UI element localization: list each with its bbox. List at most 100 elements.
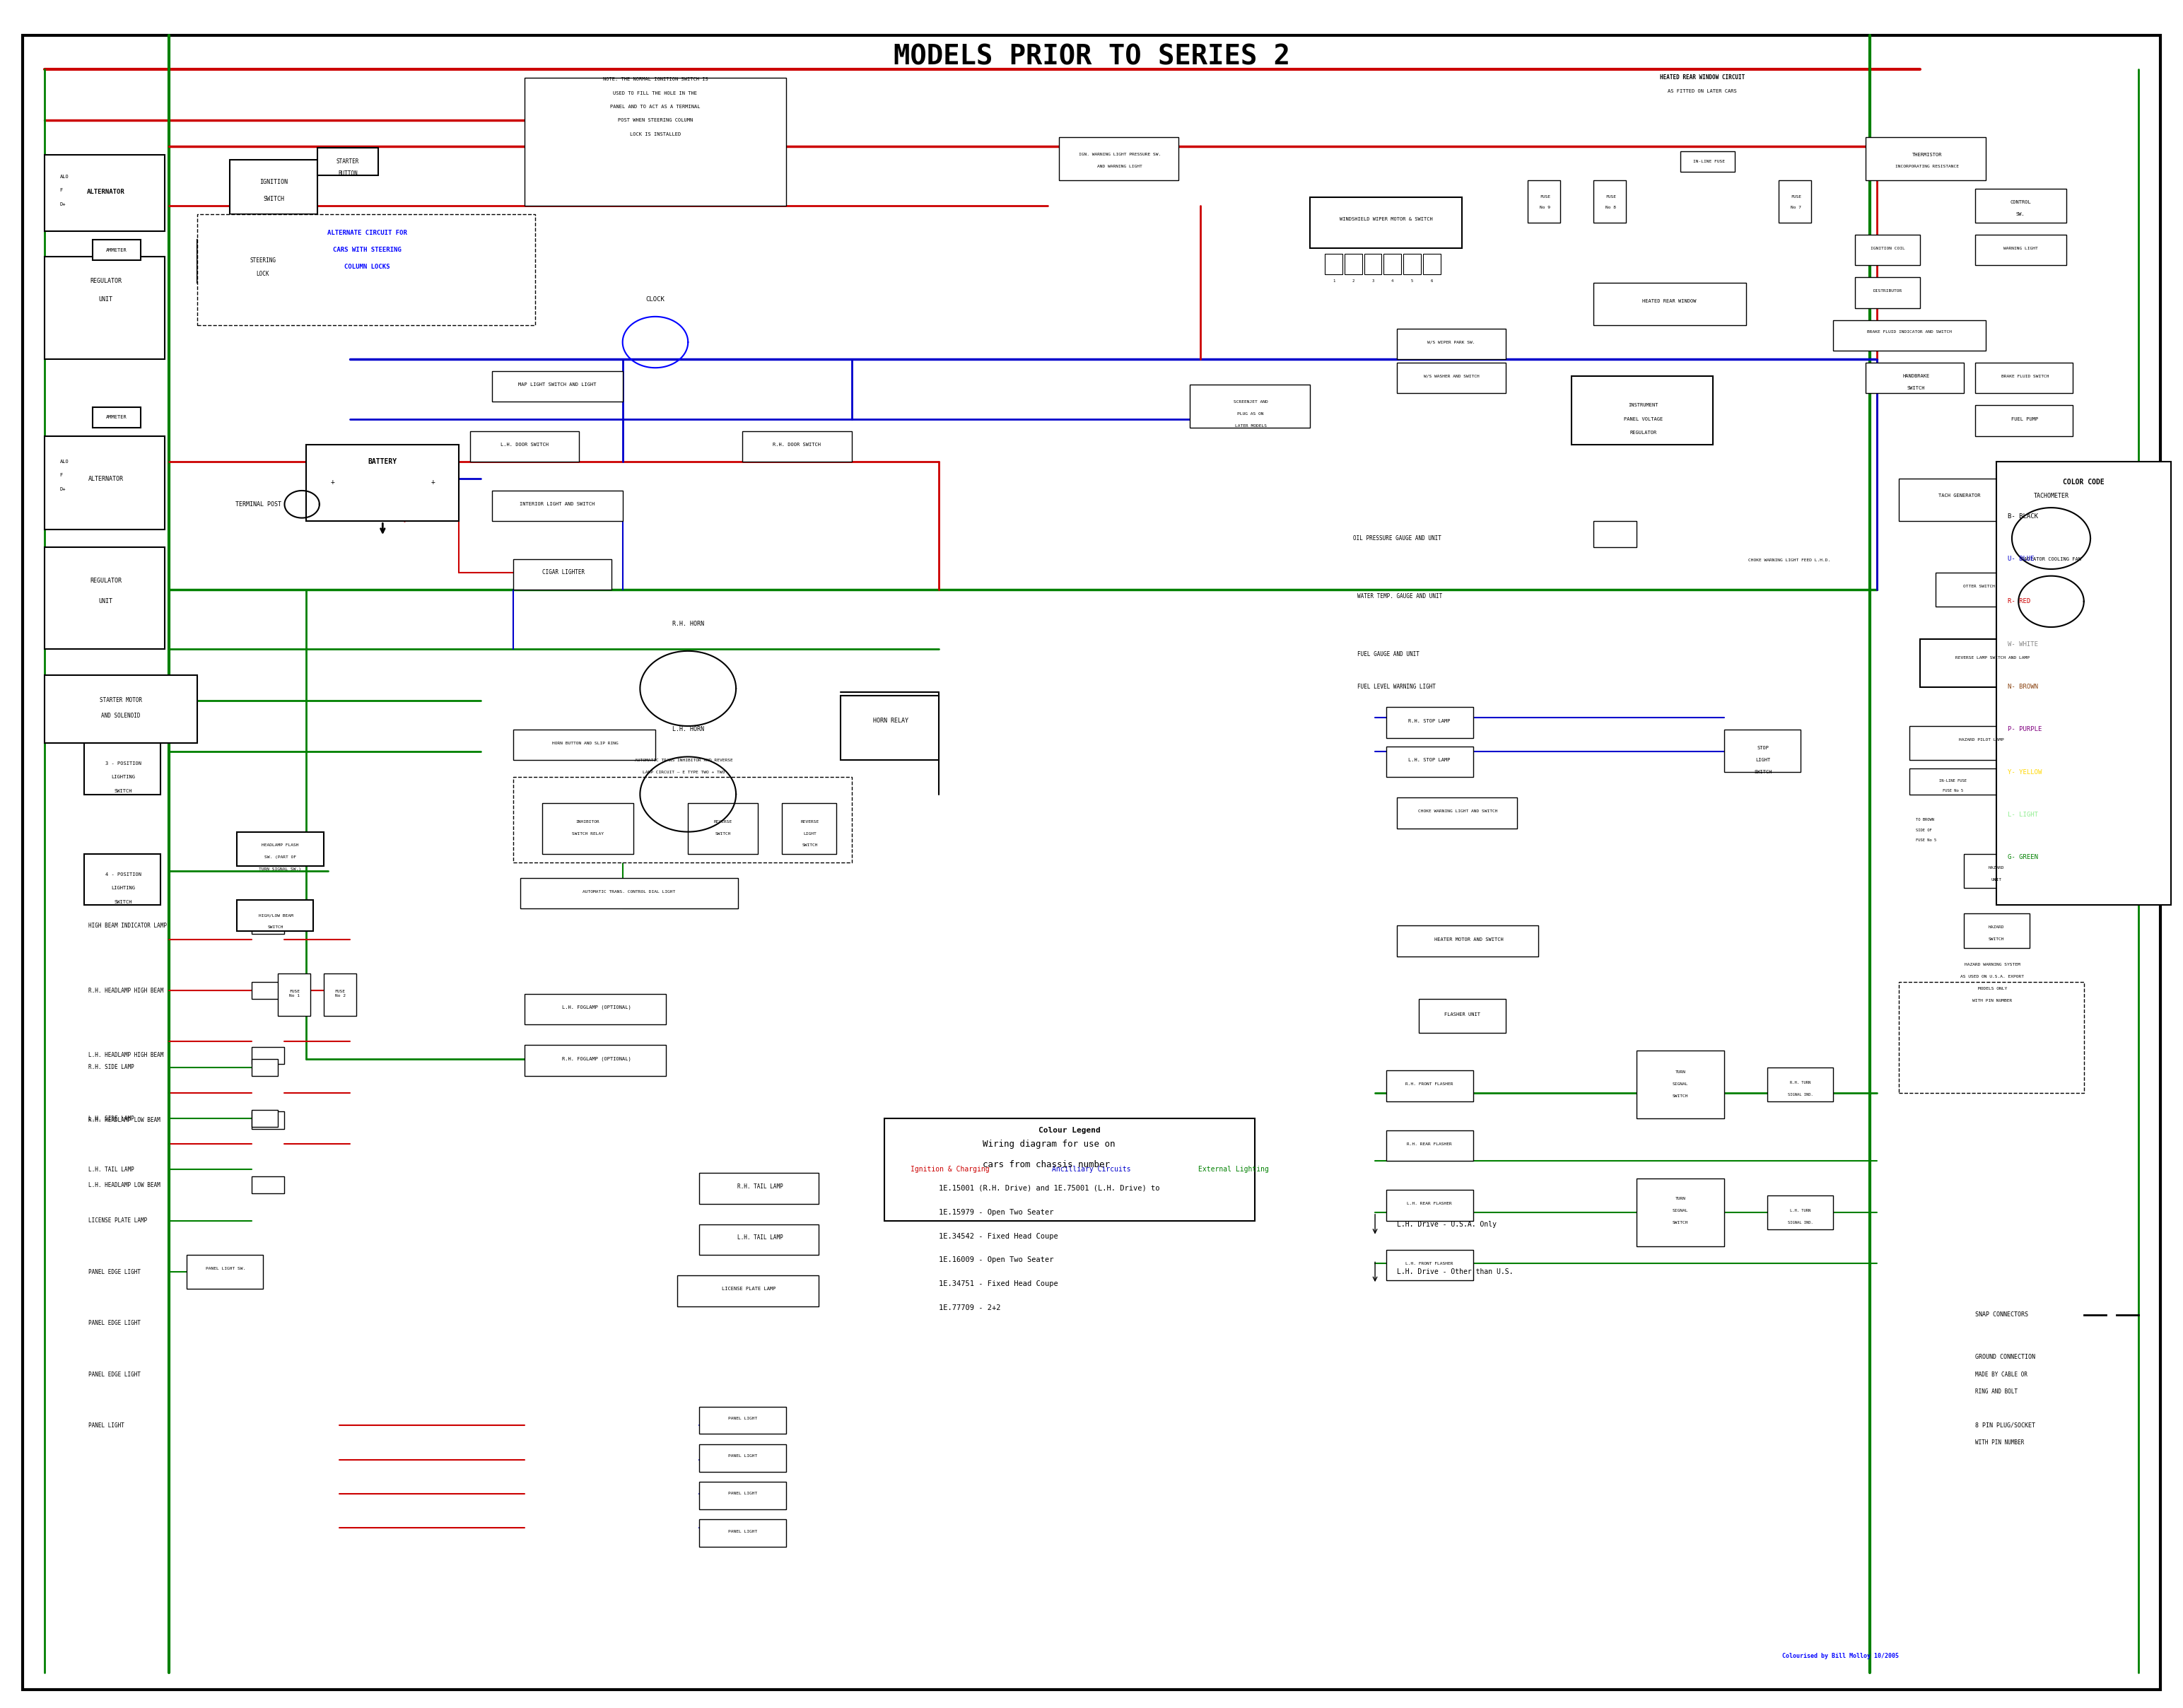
Text: R.H. TURN: R.H. TURN [1790, 1081, 1810, 1085]
Text: PANEL LIGHT: PANEL LIGHT [727, 1530, 758, 1534]
Text: L.H. STOP LAMP: L.H. STOP LAMP [1408, 758, 1450, 762]
Text: No 8: No 8 [1605, 205, 1615, 208]
Bar [1976, 362, 2074, 393]
Text: RADIATOR COOLING FAN: RADIATOR COOLING FAN [2021, 557, 2080, 560]
Text: CIGAR LIGHTER: CIGAR LIGHTER [541, 569, 585, 576]
Text: REVERSE LAMP SWITCH AND LAMP: REVERSE LAMP SWITCH AND LAMP [1956, 656, 2030, 659]
Bar [306, 444, 458, 521]
Text: SWITCH: SWITCH [1672, 1095, 1687, 1098]
Text: 1E.34751 - Fixed Head Coupe: 1E.34751 - Fixed Head Coupe [939, 1281, 1059, 1288]
Text: IGNITION: IGNITION [260, 179, 288, 184]
Text: WATER TEMP. GAUGE AND UNIT: WATER TEMP. GAUGE AND UNIT [1358, 593, 1443, 600]
Bar [1397, 328, 1506, 359]
Bar [1386, 1250, 1474, 1281]
Bar [92, 407, 140, 427]
Bar [742, 430, 851, 461]
Text: SWITCH: SWITCH [1672, 1221, 1687, 1225]
Text: ALTERNATOR: ALTERNATOR [87, 475, 124, 482]
Text: IGNITION COIL: IGNITION COIL [1871, 246, 1906, 249]
Bar [699, 1407, 786, 1435]
Bar [1386, 707, 1474, 738]
Text: WINDSHIELD WIPER MOTOR & SWITCH: WINDSHIELD WIPER MOTOR & SWITCH [1340, 217, 1432, 222]
Text: HAZARD: HAZARD [1989, 926, 2004, 929]
Text: SWITCH: SWITCH [716, 832, 731, 835]
Bar [196, 239, 327, 282]
Text: TO BROWN: TO BROWN [1917, 818, 1934, 822]
Bar [1866, 362, 1965, 393]
Text: F: F [59, 188, 63, 193]
Text: RING AND BOLT: RING AND BOLT [1976, 1389, 2017, 1395]
Bar [1921, 639, 2063, 687]
Text: LIGHT: LIGHT [803, 832, 816, 835]
Text: +: + [430, 478, 434, 485]
Text: SIGNAL IND.: SIGNAL IND. [1788, 1093, 1812, 1097]
Text: TERMINAL POST: TERMINAL POST [236, 500, 282, 507]
Text: SWITCH: SWITCH [114, 900, 133, 904]
Bar [1345, 253, 1362, 273]
Text: HAZARD WARNING SYSTEM: HAZARD WARNING SYSTEM [1965, 963, 2019, 967]
Text: FUEL LEVEL WARNING LIGHT: FUEL LEVEL WARNING LIGHT [1358, 683, 1436, 690]
Bar [277, 974, 310, 1016]
Bar [1384, 253, 1401, 273]
Text: MODELS ONLY: MODELS ONLY [1978, 987, 2006, 991]
Bar [1997, 461, 2172, 905]
Text: 3: 3 [1371, 278, 1373, 282]
Bar [699, 1445, 786, 1472]
Text: 1E.15001 (R.H. Drive) and 1E.75001 (L.H. Drive) to: 1E.15001 (R.H. Drive) and 1E.75001 (L.H.… [939, 1185, 1159, 1192]
Text: 1E.34542 - Fixed Head Coupe: 1E.34542 - Fixed Head Coupe [939, 1233, 1059, 1240]
Text: L.H. FRONT FLASHER: L.H. FRONT FLASHER [1406, 1262, 1454, 1266]
Bar [236, 900, 312, 931]
Text: AS USED ON U.S.A. EXPORT: AS USED ON U.S.A. EXPORT [1960, 975, 2024, 979]
Bar [1386, 1190, 1474, 1221]
Text: ALTERNATOR: ALTERNATOR [87, 190, 124, 195]
Text: W/S WIPER PARK SW.: W/S WIPER PARK SW. [1428, 340, 1476, 343]
Text: INHIBITOR: INHIBITOR [576, 820, 600, 823]
Text: HEATER MOTOR AND SWITCH: HEATER MOTOR AND SWITCH [1434, 938, 1504, 941]
Text: STEERING: STEERING [249, 258, 275, 263]
Text: 1E.15979 - Open Two Seater: 1E.15979 - Open Two Seater [939, 1209, 1054, 1216]
Text: ALO: ALO [59, 174, 70, 179]
Text: SWITCH: SWITCH [1755, 770, 1773, 774]
Text: SWITCH: SWITCH [262, 196, 284, 202]
Text: USED TO FILL THE HOLE IN THE: USED TO FILL THE HOLE IN THE [613, 91, 696, 96]
Text: UNIT: UNIT [98, 297, 114, 302]
Text: TURN: TURN [1674, 1071, 1685, 1074]
Text: SWITCH: SWITCH [801, 844, 819, 847]
Text: PANEL LIGHT: PANEL LIGHT [87, 1423, 124, 1428]
Bar [251, 917, 284, 934]
Text: R.H. DOOR SWITCH: R.H. DOOR SWITCH [773, 442, 821, 447]
Text: 4: 4 [1391, 278, 1393, 282]
Text: L.H. Drive - Other than U.S.: L.H. Drive - Other than U.S. [1397, 1269, 1513, 1276]
Text: AMMETER: AMMETER [107, 415, 127, 420]
Text: OIL PRESSURE GAUGE AND UNIT: OIL PRESSURE GAUGE AND UNIT [1353, 535, 1441, 541]
Text: FLASHER UNIT: FLASHER UNIT [1445, 1013, 1480, 1016]
Bar [1976, 405, 2074, 436]
Text: FUSE No 5: FUSE No 5 [1943, 789, 1963, 793]
Text: HANDBRAKE: HANDBRAKE [1901, 374, 1930, 379]
Text: STARTER MOTOR: STARTER MOTOR [100, 697, 142, 704]
Bar [1190, 384, 1310, 427]
Text: TACHOMETER: TACHOMETER [2035, 492, 2069, 499]
Bar [1637, 1050, 1725, 1119]
Text: 1: 1 [1332, 278, 1334, 282]
Text: PLUG AS ON: PLUG AS ON [1238, 412, 1264, 415]
Bar [1404, 253, 1421, 273]
Text: CLOCK: CLOCK [646, 297, 666, 302]
Text: HIGH BEAM INDICATOR LAMP: HIGH BEAM INDICATOR LAMP [87, 922, 166, 929]
Text: REGULATOR: REGULATOR [90, 278, 122, 284]
Text: AUTOMATIC TRANS INHIBITOR AND REVERSE: AUTOMATIC TRANS INHIBITOR AND REVERSE [635, 758, 733, 762]
Text: W- WHITE: W- WHITE [2008, 640, 2039, 647]
Bar [1528, 179, 1561, 222]
Text: 4 - POSITION: 4 - POSITION [105, 873, 142, 876]
Bar [251, 982, 284, 999]
Bar [1594, 282, 1746, 325]
Text: External Lighting: External Lighting [1198, 1167, 1268, 1173]
Bar [541, 803, 633, 854]
Text: SIDE OF: SIDE OF [1917, 828, 1932, 832]
Text: THERMISTOR: THERMISTOR [1912, 152, 1943, 157]
Bar [677, 1276, 819, 1307]
Text: IN-LINE FUSE: IN-LINE FUSE [1692, 159, 1725, 164]
Text: PANEL AND TO ACT AS A TERMINAL: PANEL AND TO ACT AS A TERMINAL [611, 104, 701, 109]
Text: ALTERNATE CIRCUIT FOR: ALTERNATE CIRCUIT FOR [327, 231, 408, 236]
Bar [229, 159, 317, 214]
